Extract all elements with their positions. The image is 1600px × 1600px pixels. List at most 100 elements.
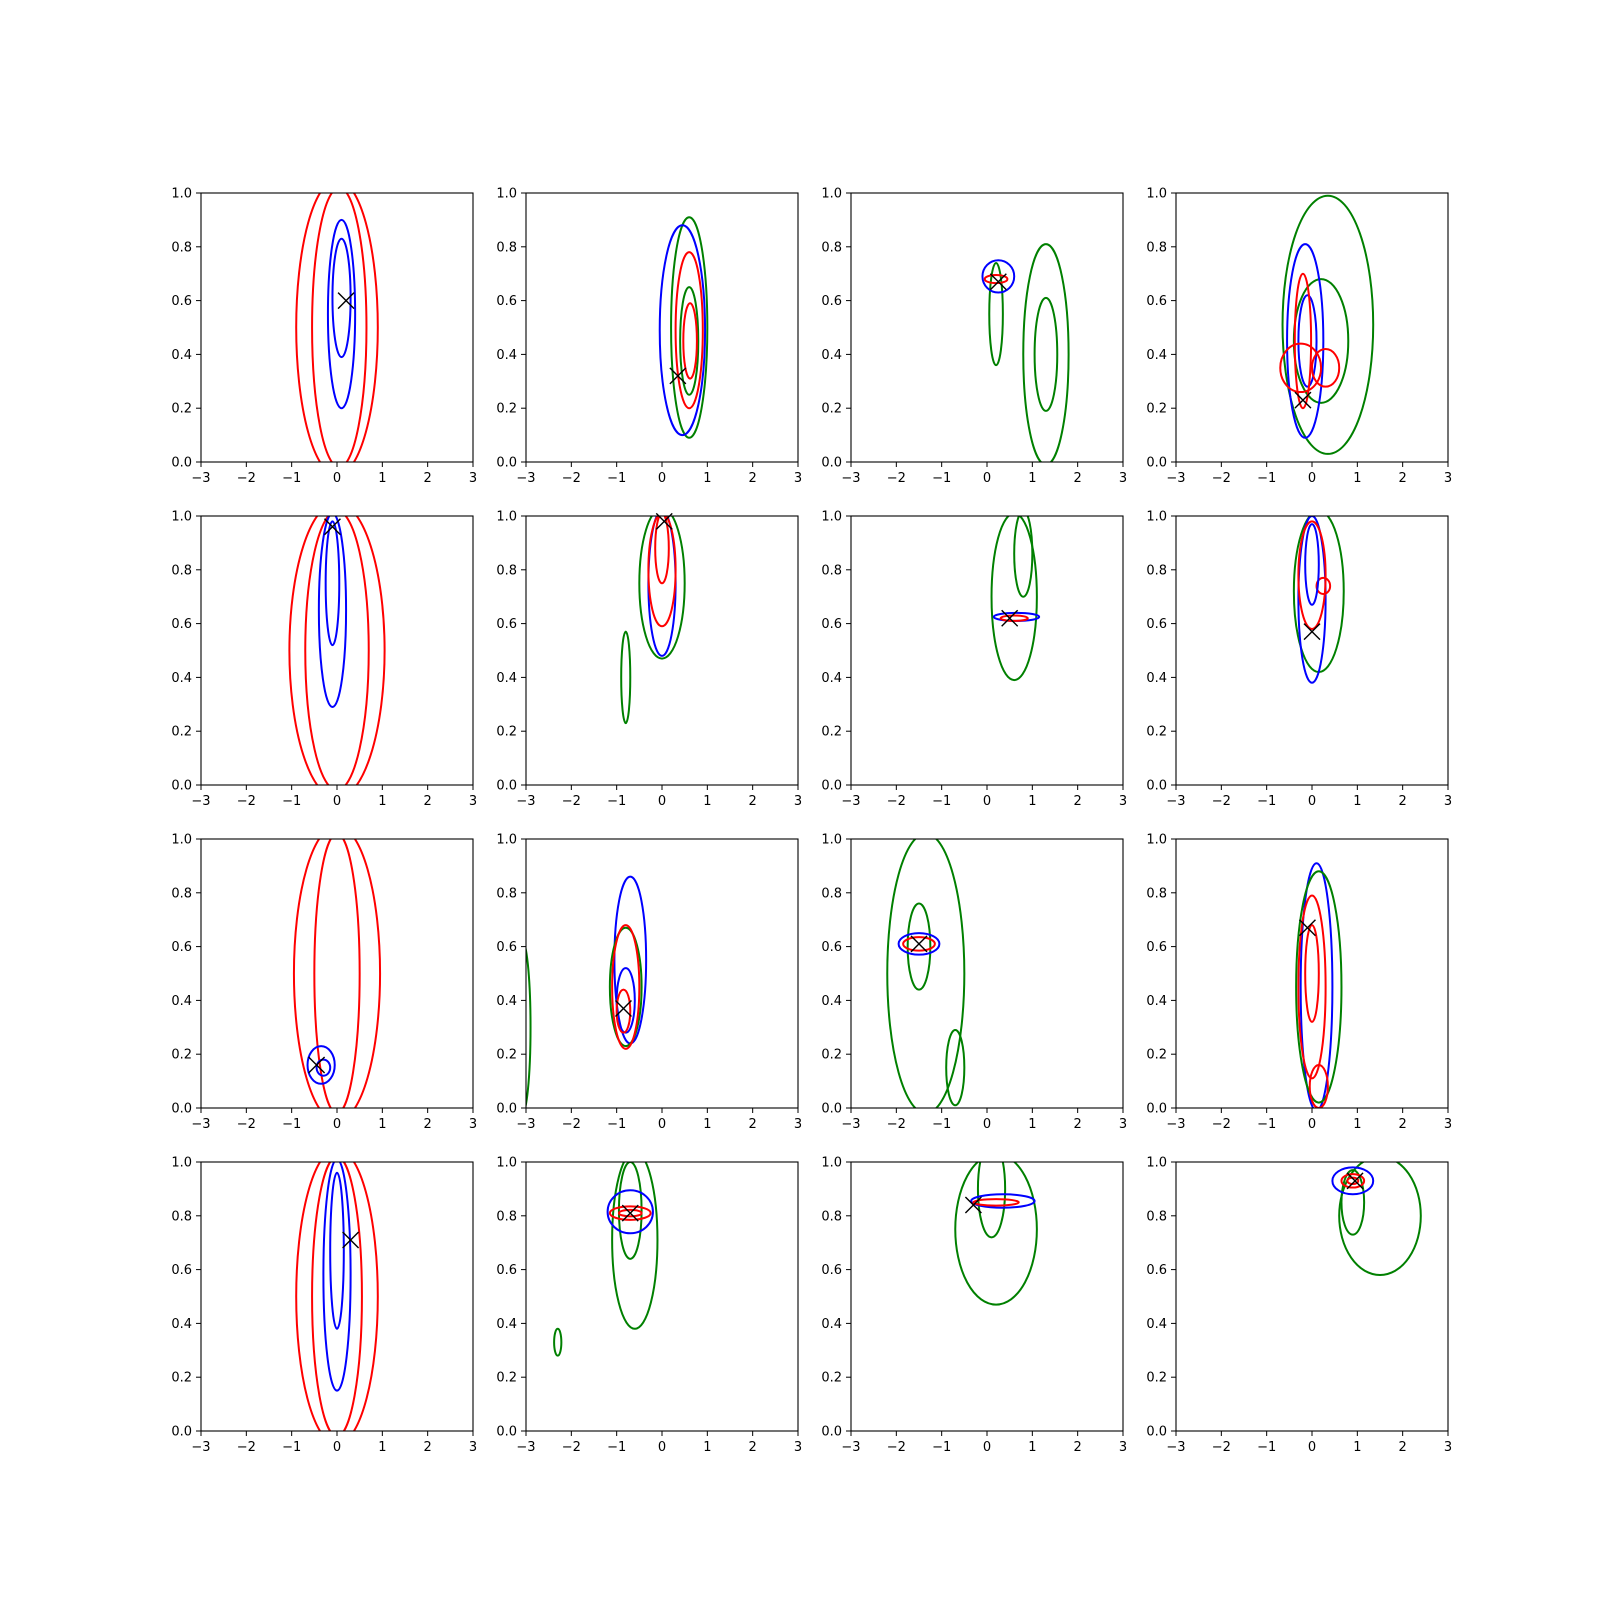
x-tick-label: −3 [191, 471, 210, 486]
x-tick-label: −1 [282, 1440, 301, 1455]
contour-blue-4 [615, 967, 636, 1034]
contour-red-3 [674, 251, 704, 410]
contour-red-1 [295, 193, 379, 462]
y-tick-label: 0.0 [1146, 456, 1167, 471]
y-tick-label: 0.8 [821, 240, 842, 255]
contour-blue-3 [326, 218, 357, 410]
contour-area [981, 243, 1070, 462]
contour-red-1 [295, 1162, 379, 1431]
contour-area [288, 516, 386, 785]
contour-area [1295, 862, 1343, 1108]
y-tick-label: 1.0 [171, 833, 192, 848]
x-tick-label: −3 [516, 1117, 535, 1132]
contour-area [990, 516, 1041, 682]
contour-blue-3 [970, 1193, 1036, 1209]
x-tick-label: −2 [887, 471, 906, 486]
contour-red-4 [1304, 924, 1320, 1023]
x-tick-label: −1 [607, 1117, 626, 1132]
x-tick-label: 2 [424, 1117, 432, 1132]
contour-blue-4 [1297, 294, 1318, 388]
subplot-1-3: −3 −2 −1 0 1 2 3 0.0 0.2 0.4 0.6 0.8 1.0 [821, 187, 1127, 487]
y-tick-label: 0.2 [1146, 402, 1167, 417]
y-tick-label: 0.0 [1146, 1102, 1167, 1117]
x-tick-label: −3 [841, 1440, 860, 1455]
truth-marker [308, 1056, 326, 1074]
axes-frame [200, 838, 474, 1109]
y-tick-label: 1.0 [1146, 1156, 1167, 1171]
y-tick-label: 0.6 [496, 294, 517, 309]
subplot-3-1: −3 −2 −1 0 1 2 3 0.0 0.2 0.4 0.6 0.8 1.0 [171, 833, 477, 1133]
contour-green-1 [886, 839, 966, 1108]
y-tick-label: 0.0 [1146, 1425, 1167, 1440]
y-tick-label: 0.8 [1146, 1209, 1167, 1224]
contour-area [954, 1162, 1038, 1306]
y-tick-label: 0.0 [171, 1425, 192, 1440]
y-tick-label: 1.0 [821, 187, 842, 202]
contour-green-1 [1338, 1162, 1422, 1276]
x-tick-label: 1 [1353, 1117, 1361, 1132]
x-tick-label: −3 [1166, 1440, 1185, 1455]
axes-frame [200, 192, 474, 463]
contour-red-2 [304, 516, 370, 785]
y-tick-label: 0.2 [821, 1371, 842, 1386]
contour-blue-3 [317, 516, 348, 708]
contour-blue-4 [329, 1171, 345, 1330]
subplot-4-1: −3 −2 −1 0 1 2 3 0.0 0.2 0.4 0.6 0.8 1.0 [171, 1156, 477, 1456]
axes-frame [1175, 838, 1449, 1109]
x-tick-label: −1 [607, 1440, 626, 1455]
x-tick-label: 0 [983, 1440, 991, 1455]
truth-marker [614, 999, 632, 1017]
axes-frame [850, 192, 1124, 463]
y-tick-label: 0.4 [821, 1317, 842, 1332]
x-tick-label: 0 [333, 1117, 341, 1132]
contour-green-1 [990, 516, 1038, 682]
x-tick-label: −3 [1166, 794, 1185, 809]
x-tick-label: −2 [237, 471, 256, 486]
y-tick-label: 0.2 [171, 402, 192, 417]
x-tick-label: 3 [1444, 794, 1452, 809]
contour-green-2 [608, 926, 643, 1048]
x-tick-label: −1 [1257, 1117, 1276, 1132]
x-tick-label: 0 [1308, 1117, 1316, 1132]
y-tick-label: 0.4 [821, 348, 842, 363]
contour-green-3 [945, 1028, 966, 1107]
contour-red-5 [902, 936, 936, 952]
y-tick-label: 0.4 [1146, 1317, 1167, 1332]
x-tick-label: −3 [191, 794, 210, 809]
y-tick-label: 1.0 [171, 187, 192, 202]
y-tick-label: 0.8 [821, 563, 842, 578]
y-tick-label: 0.0 [171, 456, 192, 471]
subplot-2-1: −3 −2 −1 0 1 2 3 0.0 0.2 0.4 0.6 0.8 1.0 [171, 510, 477, 810]
y-tick-label: 0.8 [171, 563, 192, 578]
y-tick-label: 0.6 [821, 940, 842, 955]
x-tick-label: 2 [1074, 794, 1082, 809]
contour-red-5 [615, 988, 632, 1034]
y-tick-label: 1.0 [1146, 833, 1167, 848]
x-tick-label: −1 [282, 471, 301, 486]
x-tick-label: 3 [1119, 471, 1127, 486]
contour-red-3 [1297, 894, 1327, 1080]
y-tick-label: 0.2 [821, 1048, 842, 1063]
y-tick-label: 0.2 [496, 402, 517, 417]
contour-green-1 [670, 216, 709, 439]
y-tick-label: 0.6 [821, 294, 842, 309]
contour-green-1 [638, 516, 686, 660]
x-tick-label: 3 [1444, 1440, 1452, 1455]
truth-marker [1294, 391, 1312, 409]
contour-area [1331, 1162, 1422, 1276]
contour-blue-3 [1286, 243, 1325, 439]
y-tick-label: 0.0 [821, 1425, 842, 1440]
x-tick-label: −2 [237, 1440, 256, 1455]
y-tick-label: 0.2 [496, 725, 517, 740]
y-tick-label: 0.8 [496, 886, 517, 901]
truth-marker [323, 518, 341, 536]
y-tick-label: 0.4 [496, 348, 517, 363]
contour-blue-2 [1297, 516, 1327, 684]
contour-area [1279, 194, 1375, 455]
axes-frame [525, 838, 799, 1109]
x-tick-label: −1 [932, 471, 951, 486]
y-tick-label: 0.2 [171, 1048, 192, 1063]
y-tick-label: 0.8 [821, 1209, 842, 1224]
x-tick-label: 2 [749, 471, 757, 486]
subplot-2-2: −3 −2 −1 0 1 2 3 0.0 0.2 0.4 0.6 0.8 1.0 [496, 510, 802, 810]
